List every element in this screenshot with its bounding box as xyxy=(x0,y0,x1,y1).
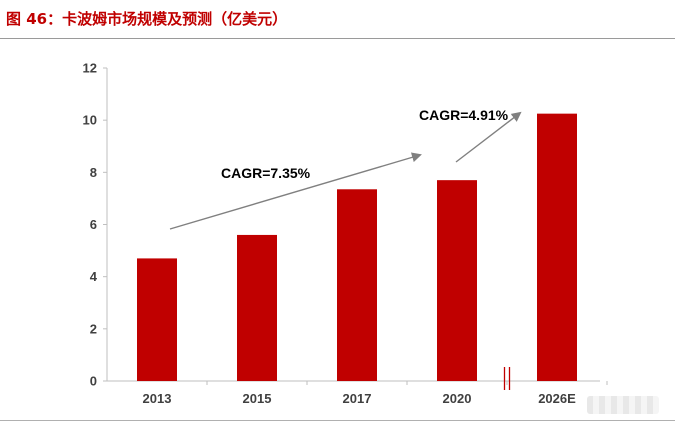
bar-2020 xyxy=(437,180,477,381)
cagr-annotations: CAGR=7.35% CAGR=4.91% xyxy=(169,107,522,230)
cagr-arrow-1 xyxy=(169,152,422,230)
x-tick-label: 2017 xyxy=(343,391,372,406)
y-tick-label: 0 xyxy=(90,374,97,389)
x-tick-label: 2026E xyxy=(538,391,576,406)
cagr-label-2: CAGR=4.91% xyxy=(419,107,509,123)
bar-2026e xyxy=(537,113,577,381)
y-tick-label: 2 xyxy=(90,321,97,336)
bar-2015 xyxy=(237,234,277,381)
x-axis-labels: 2013 2015 2017 2020 2026E xyxy=(143,381,608,406)
y-axis-ticks: 0 2 4 6 8 10 12 xyxy=(83,61,107,389)
bar-2017 xyxy=(337,189,377,381)
y-tick-label: 6 xyxy=(90,217,97,232)
x-tick-label: 2015 xyxy=(243,391,272,406)
cagr-arrow-2 xyxy=(455,111,522,163)
title-divider xyxy=(0,38,675,39)
y-tick-label: 12 xyxy=(83,61,97,76)
bars-group xyxy=(137,113,577,381)
x-tick-label: 2013 xyxy=(143,391,172,406)
y-tick-label: 4 xyxy=(90,269,98,284)
y-tick-label: 10 xyxy=(83,113,97,128)
x-tick-label: 2020 xyxy=(443,391,472,406)
cagr-label-1: CAGR=7.35% xyxy=(221,165,311,181)
bar-2013 xyxy=(137,258,177,381)
watermark xyxy=(587,396,659,414)
axis-break-mark xyxy=(503,367,511,390)
figure-title: 图 46：卡波姆市场规模及预测（亿美元） xyxy=(6,10,288,28)
bottom-divider xyxy=(0,420,675,421)
y-tick-label: 8 xyxy=(90,165,97,180)
